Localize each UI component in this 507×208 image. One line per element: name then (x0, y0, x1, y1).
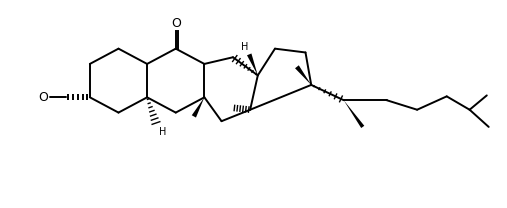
Polygon shape (247, 53, 258, 75)
Polygon shape (192, 97, 204, 118)
Text: H: H (241, 42, 248, 52)
Text: O: O (171, 17, 180, 30)
Polygon shape (295, 65, 311, 85)
Text: H: H (159, 127, 166, 137)
Text: O: O (38, 91, 48, 104)
Polygon shape (344, 100, 365, 128)
